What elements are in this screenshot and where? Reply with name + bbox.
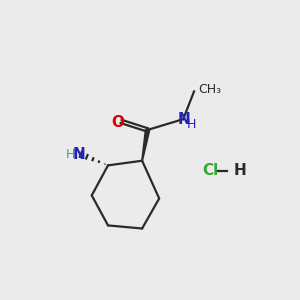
Text: Cl: Cl: [202, 163, 219, 178]
Text: N: N: [178, 112, 190, 128]
Text: H: H: [187, 118, 196, 131]
Text: H: H: [234, 163, 246, 178]
Text: H: H: [65, 148, 75, 161]
Polygon shape: [142, 130, 150, 161]
Text: N: N: [72, 147, 85, 162]
Text: CH₃: CH₃: [199, 83, 222, 96]
Text: O: O: [111, 115, 124, 130]
